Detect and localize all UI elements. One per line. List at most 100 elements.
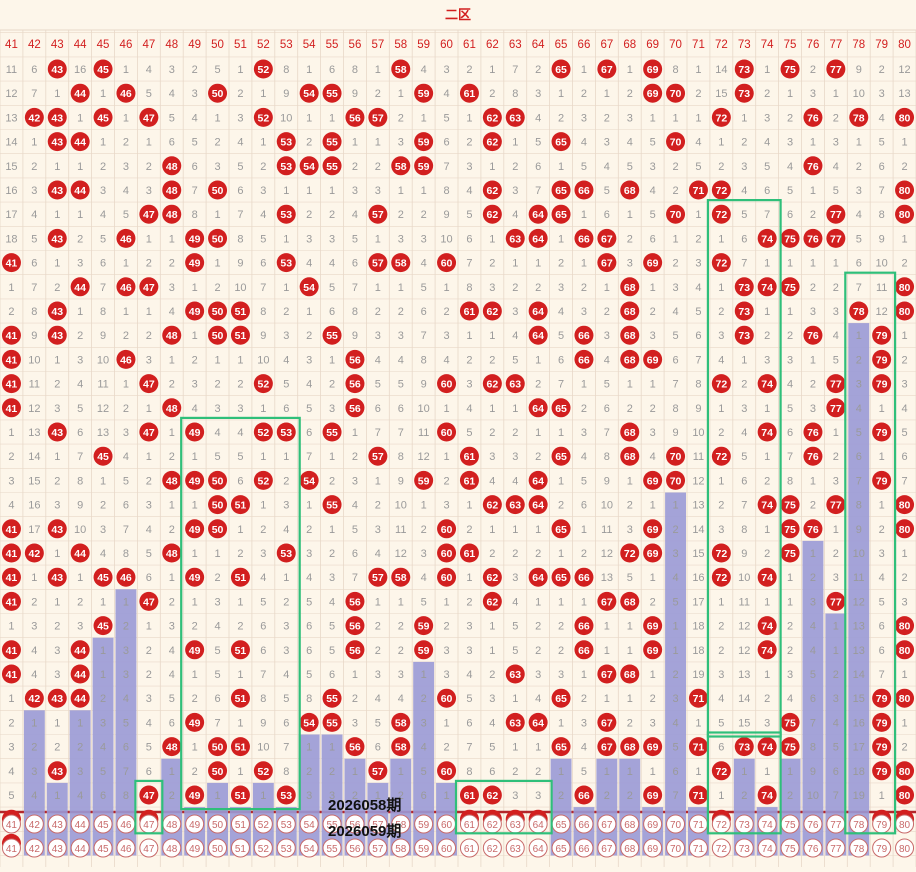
omission-value: 1: [8, 621, 14, 633]
omission-value: 1: [833, 645, 839, 657]
hit-number: 59: [418, 621, 430, 633]
omission-value: 10: [395, 500, 407, 512]
reference-number: 47: [143, 844, 155, 855]
omission-value: 2: [672, 161, 678, 173]
omission-value: 2: [718, 306, 724, 318]
omission-value: 3: [650, 330, 656, 342]
omission-value: 2: [558, 500, 564, 512]
hit-ball: [574, 228, 594, 248]
omission-value: 2: [123, 330, 129, 342]
hit-number: 69: [647, 621, 659, 633]
reference-ball: [414, 814, 434, 834]
hit-ball: [597, 712, 617, 732]
hit-ball: [47, 132, 67, 152]
hit-number: 46: [120, 354, 132, 366]
omission-value: 3: [443, 330, 449, 342]
hit-ball: [872, 349, 892, 369]
omission-value: 6: [123, 742, 129, 754]
omission-value: 2: [810, 64, 816, 76]
omission-value: 1: [192, 451, 198, 463]
hit-number: 46: [120, 282, 132, 294]
omission-value: 5: [375, 717, 381, 729]
omission-value: 6: [100, 790, 106, 802]
reference-ball: [620, 838, 640, 858]
hit-number: 75: [784, 500, 796, 512]
reference-ball: [299, 814, 319, 834]
omission-value: 2: [260, 161, 266, 173]
omission-value: 2: [398, 790, 404, 802]
omission-value: 1: [650, 766, 656, 778]
omission-value: 9: [77, 500, 83, 512]
omission-value: 1: [810, 137, 816, 149]
omission-value: 5: [237, 161, 243, 173]
hit-ball: [872, 422, 892, 442]
omission-value: 2: [192, 693, 198, 705]
hit-ball: [230, 640, 250, 660]
omission-value: 4: [833, 330, 839, 342]
omission-value: 5: [260, 233, 266, 245]
hit-ball: [872, 688, 892, 708]
hit-number: 73: [738, 330, 750, 342]
omission-value: 1: [421, 500, 427, 512]
omission-value: 14: [853, 669, 865, 681]
omission-value: 19: [692, 669, 704, 681]
omission-value: 1: [604, 282, 610, 294]
hit-ball: [276, 204, 296, 224]
omission-value: 3: [672, 548, 678, 560]
omission-value: 2: [489, 258, 495, 270]
hit-number: 41: [6, 645, 18, 657]
omission-value: 1: [535, 596, 541, 608]
hit-ball: [345, 374, 365, 394]
hit-ball: [872, 374, 892, 394]
omission-value: 5: [650, 137, 656, 149]
hit-ball: [551, 737, 571, 757]
hit-ball: [757, 495, 777, 515]
omission-value: 2: [100, 161, 106, 173]
hit-ball: [139, 277, 159, 297]
hit-number: 43: [51, 185, 63, 197]
hit-ball: [459, 83, 479, 103]
hit-ball: [505, 228, 525, 248]
column-header: 66: [578, 39, 591, 51]
hit-ball: [620, 737, 640, 757]
hit-number: 54: [303, 282, 315, 294]
column-header: 65: [555, 39, 568, 51]
omission-value: 8: [672, 403, 678, 415]
hit-number: 62: [487, 112, 499, 124]
omission-value: 12: [738, 645, 750, 657]
omission-value: 1: [329, 742, 335, 754]
hit-number: 80: [899, 112, 911, 124]
omission-value: 7: [512, 64, 518, 76]
omission-value: 1: [192, 596, 198, 608]
column-header: 78: [852, 39, 865, 51]
reference-ball: [276, 838, 296, 858]
omission-value: 2: [375, 306, 381, 318]
reference-number: 42: [29, 844, 41, 855]
hit-ball: [162, 398, 182, 418]
omission-value: 5: [627, 161, 633, 173]
omission-value: 1: [329, 451, 335, 463]
omission-bar: [413, 661, 435, 856]
omission-value: 2: [535, 548, 541, 560]
hit-number: 62: [487, 572, 499, 584]
omission-value: 3: [77, 258, 83, 270]
hit-ball: [414, 83, 434, 103]
hit-number: 60: [441, 379, 453, 391]
omission-value: 3: [329, 572, 335, 584]
hit-number: 64: [532, 306, 544, 318]
omission-value: 1: [718, 790, 724, 802]
hit-ball: [414, 132, 434, 152]
omission-value: 6: [146, 766, 152, 778]
omission-value: 2: [833, 669, 839, 681]
omission-value: 17: [853, 742, 865, 754]
omission-value: 6: [260, 621, 266, 633]
omission-value: 3: [123, 645, 129, 657]
omission-value: 3: [879, 88, 885, 100]
hit-number: 55: [326, 161, 338, 173]
hit-ball: [1, 398, 21, 418]
omission-value: 2: [214, 572, 220, 584]
omission-value: 18: [692, 621, 704, 633]
omission-value: 3: [672, 693, 678, 705]
hit-ball: [162, 737, 182, 757]
